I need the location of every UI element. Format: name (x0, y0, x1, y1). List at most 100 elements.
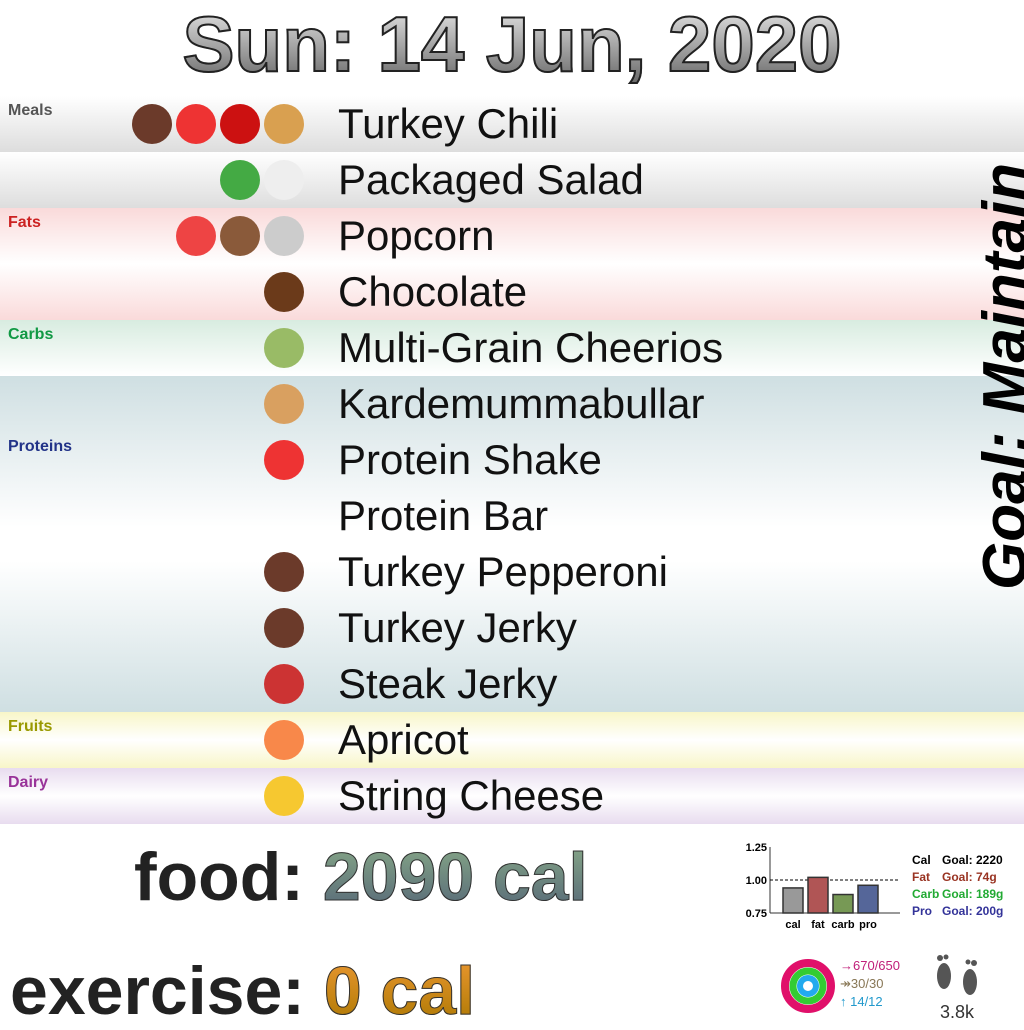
food-icons (264, 272, 304, 312)
food-name: Popcorn (338, 212, 495, 259)
food-name: Turkey Chili (338, 100, 559, 147)
bar-cal (782, 887, 804, 914)
food-label: food: (134, 839, 304, 915)
date-title: Sun: 14 Jun, 2020 (0, 0, 1024, 96)
food-item[interactable]: Steak Jerky (0, 656, 1024, 712)
category-fruits: Fruits (8, 718, 53, 735)
y-tick-label: 1.25 (746, 842, 767, 854)
food-item[interactable]: Protein Shake (0, 432, 1024, 488)
steps-count: 3.8k (940, 1002, 975, 1022)
bread-icon (264, 384, 304, 424)
food-total: food: 2090 cal (134, 838, 588, 916)
turkey-icon (132, 104, 172, 144)
food-icons (264, 384, 304, 424)
chocolate-bar-icon (264, 272, 304, 312)
legend-key: Cal (912, 853, 931, 867)
activity-rings-icon (781, 959, 835, 1013)
exercise-total: exercise: 0 cal (10, 952, 476, 1030)
bar-fat (807, 876, 829, 914)
food-item[interactable]: Turkey Chili (0, 96, 1024, 152)
steak-icon (264, 664, 304, 704)
food-item[interactable]: String Cheese (0, 768, 1024, 824)
food-icons (132, 104, 304, 144)
legend-entry: Cal Goal: 2220 (912, 853, 1003, 867)
rice-grain-icon (264, 328, 304, 368)
legend-entry: Fat Goal: 74g (912, 870, 997, 884)
carbs-band (0, 320, 1024, 376)
popcorn-icon (176, 216, 216, 256)
y-tick-label: 1.00 (746, 875, 767, 887)
food-item[interactable]: Turkey Jerky (0, 600, 1024, 656)
food-item[interactable]: Popcorn (0, 208, 1024, 264)
meals-band (0, 96, 1024, 208)
food-icons (220, 160, 304, 200)
food-icons (264, 440, 304, 480)
fats-band (0, 208, 1024, 320)
legend-goal: Goal: 200g (942, 904, 1004, 918)
legend-key: Pro (912, 904, 933, 918)
food-icons (264, 608, 304, 648)
food-name: Turkey Jerky (338, 604, 577, 651)
onion-icon (264, 104, 304, 144)
food-name: Multi-Grain Cheerios (338, 324, 724, 371)
chicken-icon (264, 160, 304, 200)
food-icons (264, 720, 304, 760)
food-name: Turkey Pepperoni (338, 548, 668, 595)
cheese-icon (264, 776, 304, 816)
legend-entry: Pro Goal: 200g (912, 904, 1003, 918)
food-name: String Cheese (338, 772, 605, 819)
food-name: Protein Shake (338, 436, 602, 483)
salt-icon (264, 216, 304, 256)
food-name: Packaged Salad (338, 156, 644, 203)
macro-chart: 1.25 1.00 0.75 cal fat carb pro (746, 842, 900, 931)
goal-label: Goal: Maintain (971, 162, 1024, 590)
proteins-band (0, 376, 1024, 712)
bar-carb (832, 893, 854, 914)
chili-pepper-icon (220, 104, 260, 144)
legend-goal: Goal: 189g (942, 887, 1004, 901)
category-meals: Meals (8, 102, 53, 119)
category-fats: Fats (8, 214, 41, 231)
fruits-band (0, 712, 1024, 768)
bar-pro (857, 884, 879, 914)
x-tick-label: carb (831, 919, 855, 931)
food-icons (176, 216, 304, 256)
stand-stat: ↑ 14/12 (840, 994, 883, 1009)
cup-with-straw-icon (264, 440, 304, 480)
food-icons (264, 664, 304, 704)
food-icons (264, 328, 304, 368)
food-name: Steak Jerky (338, 660, 558, 707)
x-tick-label: cal (785, 919, 800, 931)
coconut-icon (220, 216, 260, 256)
food-item[interactable]: Apricot (0, 712, 1024, 768)
exercise-value: 0 cal (323, 953, 476, 1030)
legend-goal: Goal: 74g (942, 870, 997, 884)
footprints-icon (937, 954, 977, 995)
food-item[interactable]: Kardemummabullar (0, 376, 1024, 432)
food-name: Apricot (338, 716, 469, 763)
turkey-icon (264, 608, 304, 648)
category-proteins: Proteins (8, 438, 73, 455)
legend-key: Fat (912, 870, 930, 884)
x-tick-label: pro (859, 919, 877, 931)
category-dairy: Dairy (8, 774, 49, 791)
exercise-stat: ↠30/30 (840, 976, 884, 991)
legend-entry: Carb Goal: 189g (912, 887, 1003, 901)
legend-key: Carb (912, 887, 940, 901)
exercise-label: exercise: (10, 953, 305, 1029)
dairy-band (0, 768, 1024, 824)
food-icons (264, 552, 304, 592)
food-item[interactable]: Chocolate (0, 264, 1024, 320)
food-icons (264, 776, 304, 816)
food-item[interactable]: Packaged Salad (0, 152, 1024, 208)
y-tick-label: 0.75 (746, 908, 767, 920)
food-item[interactable]: Turkey Pepperoni (0, 544, 1024, 600)
food-item[interactable]: Protein Bar (0, 488, 1024, 544)
peach-icon (264, 720, 304, 760)
food-value: 2090 cal (322, 839, 588, 916)
food-name: Chocolate (338, 268, 528, 315)
legend-goal: Goal: 2220 (942, 853, 1003, 867)
category-carbs: Carbs (8, 326, 54, 343)
tomato-icon (176, 104, 216, 144)
food-item[interactable]: Multi-Grain Cheerios (0, 320, 1024, 376)
